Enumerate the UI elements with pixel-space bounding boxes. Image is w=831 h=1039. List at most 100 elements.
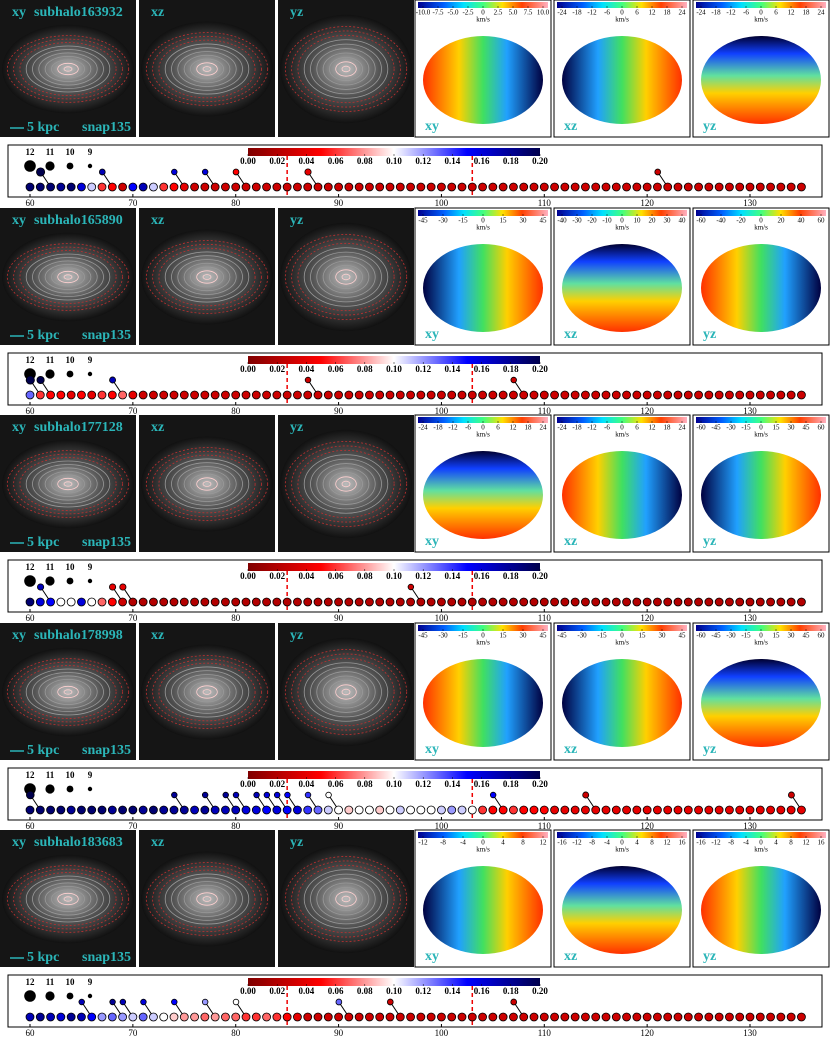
snapshot-point	[509, 390, 518, 400]
snapshot-point	[663, 390, 673, 400]
snapshot-point	[107, 390, 117, 400]
velocity-tick-label: -18	[433, 424, 443, 432]
snapshot-point	[529, 390, 539, 400]
contour	[291, 860, 401, 938]
contour	[310, 873, 382, 925]
snapshot-point	[293, 805, 302, 815]
contour	[316, 878, 376, 920]
contour	[196, 270, 218, 284]
contour	[303, 454, 389, 514]
colorbar	[248, 356, 540, 364]
glow	[141, 21, 273, 117]
x-tick-label: 70	[128, 613, 138, 623]
merger	[36, 375, 45, 385]
velocity-colorbar	[557, 210, 687, 216]
colorbar-tick-label: 0.14	[445, 156, 461, 166]
colorbar-tick-label: 0.02	[269, 364, 285, 374]
snapshot-point	[457, 805, 467, 815]
contour	[44, 679, 92, 705]
snapshot-point	[46, 805, 55, 815]
colorbar-tick-label: 0.14	[445, 364, 461, 374]
velocity-tick-label: 45	[803, 632, 811, 640]
contour	[177, 466, 237, 502]
snapshot-point	[46, 390, 55, 400]
velocity-tick-label: 8	[789, 839, 793, 847]
contour	[158, 662, 256, 722]
snapshot-point	[437, 805, 446, 815]
contour	[145, 32, 269, 106]
velocity-tick-label: 4	[774, 839, 778, 847]
contour	[291, 445, 401, 523]
contour	[189, 888, 224, 910]
x-tick-label: 90	[334, 198, 344, 208]
x-tick-label: 110	[538, 406, 552, 416]
contour	[13, 661, 123, 723]
contour	[202, 689, 212, 695]
contour	[189, 58, 224, 80]
snapshot-point	[56, 182, 66, 192]
colorbar-tick-label: 0.08	[357, 156, 373, 166]
snapshot-point	[797, 182, 806, 192]
snapshot-point	[673, 1012, 683, 1022]
contour	[322, 260, 370, 294]
velocity-tick-label: 8	[650, 839, 654, 847]
snapshot-point	[653, 597, 662, 607]
projection-label: yz	[703, 534, 716, 549]
snapshot-point	[179, 182, 189, 192]
snapshot-point	[272, 597, 282, 607]
velocity-colorbar	[696, 625, 826, 631]
snapshot-point	[539, 390, 549, 400]
glow	[141, 851, 273, 947]
velocity-colorbar	[418, 417, 548, 423]
snapshot-point	[560, 597, 570, 607]
velocity-tick-label: 7.5	[524, 9, 533, 17]
velocity-map	[562, 866, 682, 954]
colorbar-tick-label: 0.10	[386, 779, 402, 789]
projection-label: xz	[151, 213, 164, 228]
velocity-map	[562, 451, 682, 539]
snapshot-point	[725, 597, 734, 607]
velocity-tick-label: -10	[602, 217, 612, 225]
snapshot-point	[735, 805, 745, 815]
contour	[32, 672, 104, 712]
snapshot-point	[683, 1012, 693, 1022]
snapshot-point	[56, 390, 66, 400]
snapshot-point	[478, 1012, 487, 1022]
merger	[489, 791, 497, 799]
colorbar-tick-label: 0.10	[386, 986, 402, 996]
velocity-colorbar	[696, 417, 826, 423]
velocity-tick-label: 6	[774, 9, 778, 17]
contour	[25, 668, 111, 716]
velocity-tick-label: -45	[711, 632, 721, 640]
snapshot-point	[539, 805, 549, 815]
snapshot-point	[231, 1012, 241, 1022]
colorbar-tick-label: 0.00	[240, 364, 256, 374]
contour	[6, 865, 130, 933]
contour	[63, 896, 73, 902]
contour	[158, 247, 256, 307]
contour	[341, 688, 351, 696]
snapshot-point	[467, 597, 477, 607]
x-tick-label: 70	[128, 198, 138, 208]
snapshot-point	[241, 1012, 251, 1022]
legend-circle	[87, 578, 93, 584]
x-tick-label: 60	[26, 1028, 36, 1038]
snapshot-point	[395, 390, 405, 400]
contour	[57, 477, 79, 491]
snapshot-point	[159, 390, 169, 400]
snapshot-point	[87, 182, 97, 192]
snapshot-point	[622, 390, 631, 400]
projection-label: xz	[151, 835, 164, 850]
velocity-tick-label: -30	[572, 217, 582, 225]
snapshot-point	[581, 597, 590, 607]
snapshot-point	[467, 1012, 477, 1022]
colorbar-tick-label: 0.08	[357, 779, 373, 789]
colorbar-tick-label: 0.12	[415, 571, 431, 581]
snapshot-point	[426, 805, 436, 815]
contour	[196, 892, 218, 906]
snapshot-point	[395, 597, 405, 607]
snapshot-point	[385, 805, 395, 815]
velocity-tick-label: 0	[759, 217, 763, 225]
velocity-tick-label: 0	[481, 839, 485, 847]
velocity-tick-label: 2.5	[494, 9, 503, 17]
